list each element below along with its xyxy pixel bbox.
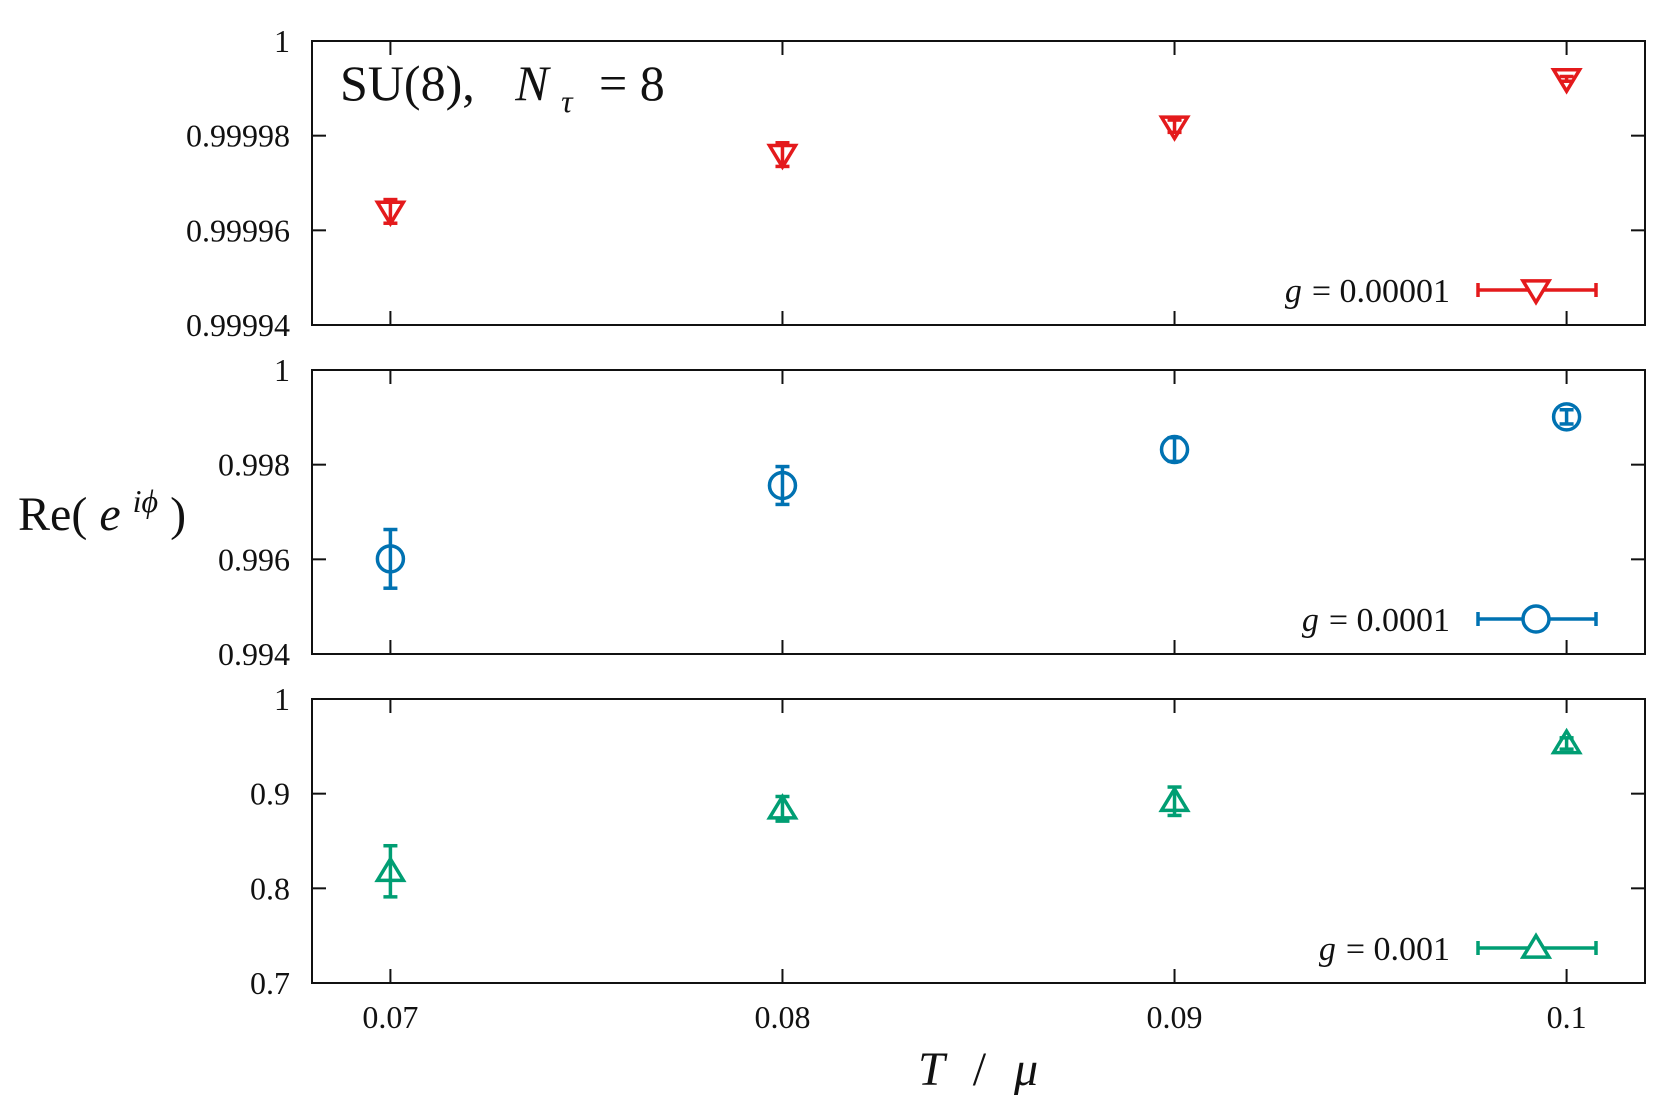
marker <box>375 544 406 574</box>
title-sub: τ <box>561 83 574 119</box>
marker <box>1550 727 1583 755</box>
xlabel-t: T <box>918 1043 948 1096</box>
data-point <box>1158 785 1191 818</box>
marker <box>374 855 407 883</box>
x-tick-label: 0.09 <box>1147 999 1203 1035</box>
panel-3: 0.7 0.8 0.9 1 0.07 0.08 0.09 0.1 g = 0.001 <box>250 681 1646 1035</box>
chart-title: SU(8), N τ = 8 <box>340 55 665 123</box>
marker <box>767 470 798 501</box>
legend-label: g = 0.001 <box>1319 931 1450 968</box>
legend-marker <box>1519 932 1553 959</box>
data-point <box>1159 434 1190 465</box>
ylabel-close: ) <box>170 488 186 541</box>
legend: g = 0.0001 <box>1302 602 1598 639</box>
data-point <box>766 793 799 823</box>
x-tick-label: 0.08 <box>754 999 810 1035</box>
panel-2: 0.994 0.996 0.998 1 g = 0.0001 <box>218 352 1646 672</box>
xlabel-mu: μ <box>1013 1043 1038 1096</box>
y-tick-label: 0.99998 <box>186 118 290 154</box>
y-tick-label: 0.994 <box>218 636 290 672</box>
y-tick-label: 1 <box>274 352 290 388</box>
legend: g = 0.00001 <box>1285 273 1598 310</box>
marker <box>1158 785 1191 813</box>
legend-g: g <box>1319 931 1336 968</box>
title-eq: = 8 <box>599 55 665 111</box>
plot-frame <box>311 369 1646 655</box>
marker <box>1159 434 1190 465</box>
legend-value: = 0.00001 <box>1312 273 1450 310</box>
legend-value: = 0.001 <box>1346 931 1450 968</box>
data-point <box>374 843 407 899</box>
data-point <box>766 141 799 171</box>
y-tick-label: 0.9 <box>250 776 290 812</box>
legend-g: g <box>1285 273 1302 310</box>
y-tick-label: 1 <box>274 681 290 717</box>
title-main: SU(8), <box>340 55 475 111</box>
data-point <box>1550 68 1583 95</box>
y-tick-label: 1 <box>274 23 290 59</box>
legend-marker <box>1519 279 1553 306</box>
y-tick-label: 0.996 <box>218 541 290 577</box>
data-point <box>1550 727 1583 755</box>
marker <box>1551 402 1582 432</box>
marker <box>374 200 407 228</box>
marker <box>1550 68 1583 95</box>
y-tick-label: 0.99994 <box>186 307 290 343</box>
legend-g: g <box>1302 602 1319 639</box>
y-tick-label: 0.998 <box>218 447 290 483</box>
marker <box>766 143 799 171</box>
x-tick-label: 0.07 <box>362 999 418 1035</box>
data-point <box>1158 115 1191 142</box>
data-point <box>1551 402 1582 432</box>
ylabel-re: Re( <box>18 488 87 541</box>
x-tick-label: 0.1 <box>1547 999 1587 1035</box>
xlabel-slash: / <box>973 1043 987 1096</box>
data-point <box>374 197 407 228</box>
marker <box>1158 115 1191 142</box>
x-axis-label: T / μ <box>918 1043 1038 1096</box>
y-tick-label: 0.7 <box>250 965 290 1001</box>
ylabel-sup: iϕ <box>133 483 158 519</box>
data-point <box>767 464 798 507</box>
y-tick-label: 0.8 <box>250 870 290 906</box>
y-axis-label: Re( e iϕ ) <box>18 470 186 541</box>
plot-frame <box>311 698 1646 984</box>
legend-label: g = 0.0001 <box>1302 602 1450 639</box>
legend-label: g = 0.00001 <box>1285 273 1450 310</box>
data-point <box>375 527 406 590</box>
legend-marker <box>1521 604 1551 634</box>
plot-frame <box>311 40 1646 326</box>
marker <box>766 793 799 820</box>
title-n: N <box>514 55 551 111</box>
legend-value: = 0.0001 <box>1329 602 1450 639</box>
ylabel-e: e <box>99 488 120 541</box>
panel-1: 0.99994 0.99996 0.99998 1 g = 0.00001 <box>186 23 1646 343</box>
y-tick-label: 0.99996 <box>186 212 290 248</box>
legend: g = 0.001 <box>1319 931 1598 968</box>
